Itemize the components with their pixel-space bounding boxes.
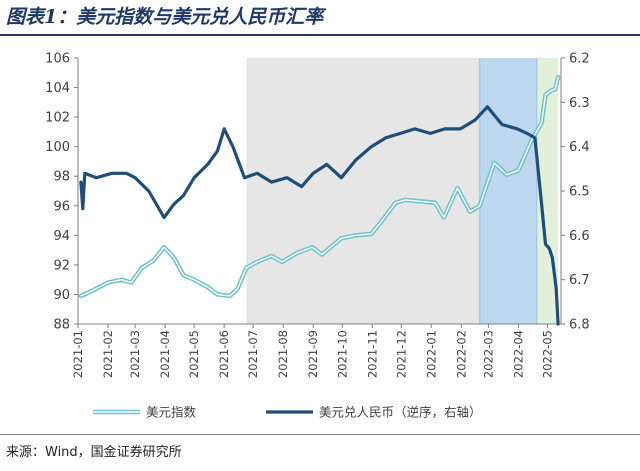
y-left-tick-label: 92: [53, 258, 70, 273]
y-left-tick-label: 98: [53, 170, 70, 185]
x-tick-label: 2022-01: [424, 330, 438, 378]
y-right-tick-label: 6.5: [569, 185, 590, 200]
y-right-tick-label: 6.4: [569, 140, 590, 155]
y-left-tick-label: 102: [45, 111, 70, 126]
y-left-tick-label: 94: [53, 229, 70, 244]
y-right-tick-label: 6.7: [569, 273, 590, 288]
x-tick-label: 2022-02: [454, 330, 468, 378]
x-tick-label: 2021-08: [276, 330, 290, 378]
x-tick-label: 2021-04: [158, 330, 172, 378]
x-tick-label: 2022-04: [511, 330, 525, 378]
source-note: 来源：Wind，国金证券研究所: [6, 445, 182, 460]
y-left-tick-label: 104: [45, 81, 70, 96]
x-tick-label: 2022-05: [540, 330, 554, 378]
y-right-tick-label: 6.3: [569, 96, 590, 111]
x-tick-label: 2021-01: [71, 330, 85, 378]
legend-label-usd-index: 美元指数: [146, 405, 197, 420]
series-line-usdcny: [79, 105, 560, 326]
x-tick-label: 2021-06: [217, 330, 231, 378]
y-left-tick-label: 88: [53, 318, 70, 333]
x-tick-label: 2021-07: [246, 330, 260, 378]
series-line-usd-index-highlight: [80, 76, 559, 297]
x-tick-label: 2021-05: [187, 330, 201, 378]
x-tick-label: 2021-03: [128, 330, 142, 378]
x-tick-label: 2021-09: [306, 330, 320, 378]
shaded-period-blue: [479, 58, 537, 324]
x-tick-label: 2022-03: [481, 330, 495, 378]
source-rule: [0, 434, 640, 435]
shaded-period-gray: [246, 58, 480, 324]
x-tick-label: 2021-11: [365, 330, 379, 378]
x-tick-label: 2021-12: [394, 330, 408, 378]
y-left-tick-label: 96: [53, 199, 70, 214]
y-left-tick-label: 106: [45, 52, 70, 67]
x-tick-label: 2021-10: [335, 330, 349, 378]
y-right-tick-label: 6.2: [569, 52, 590, 67]
legend-label-usdcny: 美元兑人民币（逆序，右轴）: [319, 405, 482, 420]
y-left-tick-label: 100: [45, 140, 70, 155]
chart: 88 90 92 94 96 98 100 102 104 106 6.2 6.3 6.4 6.5 6.6 6…: [45, 52, 590, 420]
title-rule: [0, 34, 640, 36]
y-right-tick-label: 6.6: [569, 229, 590, 244]
figure-title: 图表1：美元指数与美元兑人民币汇率: [6, 6, 324, 28]
y-right-tick-label: 6.8: [569, 318, 590, 333]
y-left-tick-label: 90: [53, 288, 70, 303]
x-tick-label: 2021-02: [101, 330, 115, 378]
